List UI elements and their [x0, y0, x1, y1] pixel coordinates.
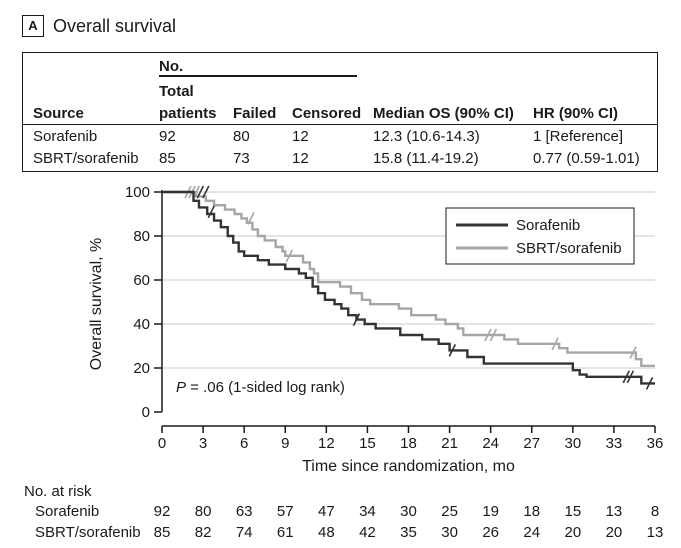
row-hr: 0.77 (0.59-1.01) — [533, 150, 640, 167]
series-line-sorafenib — [162, 190, 655, 385]
row-censored: 12 — [292, 128, 309, 145]
x-tick-label: 15 — [359, 435, 376, 452]
risk-count: 30 — [400, 503, 417, 520]
x-tick-label: 18 — [400, 435, 417, 452]
risk-count: 63 — [235, 503, 253, 520]
series-line-sbrt-sorafenib — [162, 190, 655, 367]
panel-header: A Overall survival — [22, 14, 176, 38]
censor-mark-sorafenib — [202, 185, 210, 199]
y-axis-label: Overall survival, % — [88, 238, 105, 370]
risk-count: 26 — [482, 524, 499, 541]
y-tick-label: 80 — [133, 228, 150, 245]
x-tick-label: 9 — [281, 435, 289, 452]
censor-mark-sbrt-sorafenib — [489, 328, 498, 342]
risk-count: 30 — [441, 524, 458, 541]
censor-mark-sbrt-sorafenib — [629, 346, 637, 359]
risk-count: 20 — [564, 524, 582, 541]
risk-count: 42 — [359, 524, 376, 541]
x-tick-label: 6 — [240, 435, 248, 452]
risk-count: 57 — [276, 503, 294, 520]
group-header-no: No. — [159, 58, 184, 75]
header-censored: Censored — [292, 105, 362, 122]
row-median-os: 12.3 (10.6-14.3) — [373, 128, 480, 145]
group-header-rule — [159, 75, 357, 77]
x-tick-label: 21 — [441, 435, 458, 452]
x-tick-label: 30 — [564, 435, 581, 452]
risk-count: 47 — [317, 503, 335, 520]
summary-table: No. Total Source patients Failed Censore… — [22, 52, 658, 172]
censor-mark-sbrt-sorafenib — [247, 212, 255, 225]
censor-mark-sbrt-sorafenib — [484, 328, 492, 342]
p-value-text: = .06 (1-sided log rank) — [186, 379, 345, 396]
risk-count: 18 — [523, 503, 541, 520]
x-tick-label: 3 — [199, 435, 207, 452]
header-source: Source — [33, 105, 84, 122]
x-tick-label: 12 — [318, 435, 335, 452]
risk-row-label: SBRT/sorafenib — [35, 524, 141, 541]
censor-mark-sorafenib — [352, 313, 361, 326]
header-total-line1: Total — [159, 83, 194, 100]
risk-count: 15 — [564, 503, 582, 520]
y-tick-label: 20 — [133, 360, 150, 377]
risk-count: 48 — [317, 524, 335, 541]
y-tick-label: 60 — [133, 272, 150, 289]
panel-title: Overall survival — [53, 15, 177, 36]
row-median-os: 15.8 (11.4-19.2) — [373, 150, 479, 167]
y-tick-label: 40 — [133, 316, 150, 333]
risk-count: 24 — [523, 524, 541, 541]
x-tick-label: 27 — [523, 435, 540, 452]
censor-mark-sbrt-sorafenib — [285, 249, 294, 263]
row-total: 85 — [159, 150, 176, 167]
risk-count: 20 — [605, 524, 623, 541]
censor-mark-sbrt-sorafenib — [551, 337, 559, 351]
risk-count: 85 — [153, 524, 171, 541]
row-total: 92 — [159, 128, 176, 145]
header-rule — [23, 124, 657, 125]
risk-count: 13 — [646, 524, 664, 541]
legend-label: SBRT/sorafenib — [516, 240, 622, 257]
panel-letter: A — [22, 15, 44, 37]
censor-mark-sorafenib — [207, 205, 216, 219]
row-source: SBRT/sorafenib — [33, 150, 139, 167]
header-failed: Failed — [233, 105, 277, 122]
risk-count: 8 — [650, 503, 660, 520]
y-tick-label: 0 — [142, 404, 150, 421]
x-tick-label: 0 — [158, 435, 166, 452]
censor-mark-sorafenib — [645, 377, 654, 390]
risk-count: 25 — [441, 503, 458, 520]
legend-label: Sorafenib — [516, 217, 580, 234]
y-tick-label: 100 — [125, 184, 150, 201]
risk-count: 92 — [153, 503, 171, 520]
p-value-symbol: P — [176, 379, 186, 396]
risk-row-label: Sorafenib — [35, 503, 100, 520]
row-failed: 80 — [233, 128, 250, 145]
row-failed: 73 — [233, 150, 250, 167]
header-hr: HR (90% CI) — [533, 105, 619, 122]
row-censored: 12 — [292, 150, 309, 167]
p-value-annotation: P = .06 (1-sided log rank) — [176, 379, 345, 396]
censor-mark-sorafenib — [196, 185, 205, 199]
risk-count: 19 — [482, 503, 499, 520]
risk-count: 34 — [359, 503, 376, 520]
header-median-os: Median OS (90% CI) — [373, 105, 514, 122]
x-axis-label: Time since randomization, mo — [302, 458, 515, 475]
risk-count: 80 — [194, 503, 212, 520]
header-total-line2: patients — [159, 105, 217, 122]
risk-count: 35 — [400, 524, 417, 541]
risk-count: 82 — [194, 524, 212, 541]
row-hr: 1 [Reference] — [533, 128, 624, 145]
risk-table-title: No. at risk — [24, 483, 92, 500]
row-source: Sorafenib — [33, 128, 98, 145]
x-tick-label: 24 — [482, 435, 499, 452]
censor-mark-sorafenib — [622, 370, 630, 384]
x-tick-label: 33 — [606, 435, 623, 452]
risk-count: 13 — [605, 503, 623, 520]
legend-box — [445, 207, 635, 265]
risk-count: 74 — [235, 524, 253, 541]
censor-mark-sorafenib — [448, 344, 457, 357]
x-tick-label: 36 — [647, 435, 664, 452]
risk-count: 61 — [276, 524, 294, 541]
censor-mark-sorafenib — [626, 370, 635, 384]
